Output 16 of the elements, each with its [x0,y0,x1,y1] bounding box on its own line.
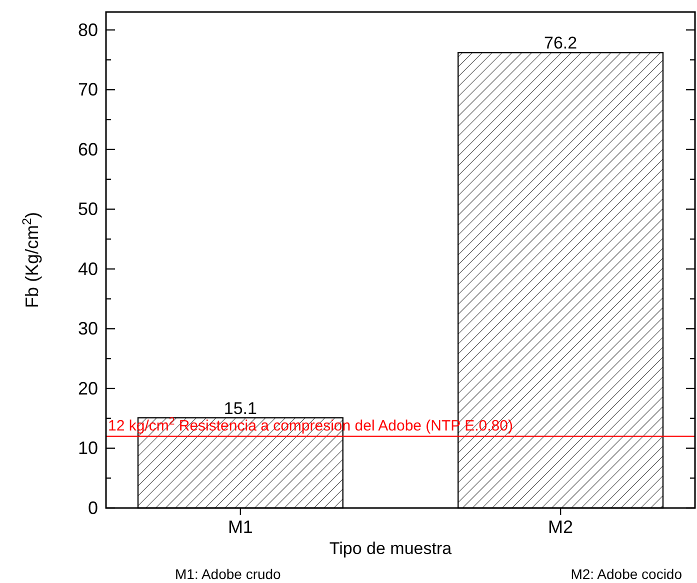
y-tick-label: 10 [78,438,98,458]
data-label: 76.2 [544,34,578,53]
x-tick-label: M2 [548,517,574,537]
y-tick-label: 50 [78,199,98,220]
y-tick-label: 80 [78,20,98,40]
y-tick-label: 0 [88,498,98,518]
y-tick-label: 70 [78,80,98,100]
y-tick-label: 60 [78,139,98,160]
x-tick-label: M1 [228,517,253,537]
y-tick-label: 20 [78,378,98,398]
y-tick-label: 40 [78,258,98,279]
data-label: 15.1 [224,398,257,418]
text: M1: Adobe crudo [175,566,282,582]
text: M2: Adobe cocido [570,566,682,582]
x-axis-title: Tipo de muestra [329,539,452,558]
y-tick-label: 30 [78,318,98,339]
